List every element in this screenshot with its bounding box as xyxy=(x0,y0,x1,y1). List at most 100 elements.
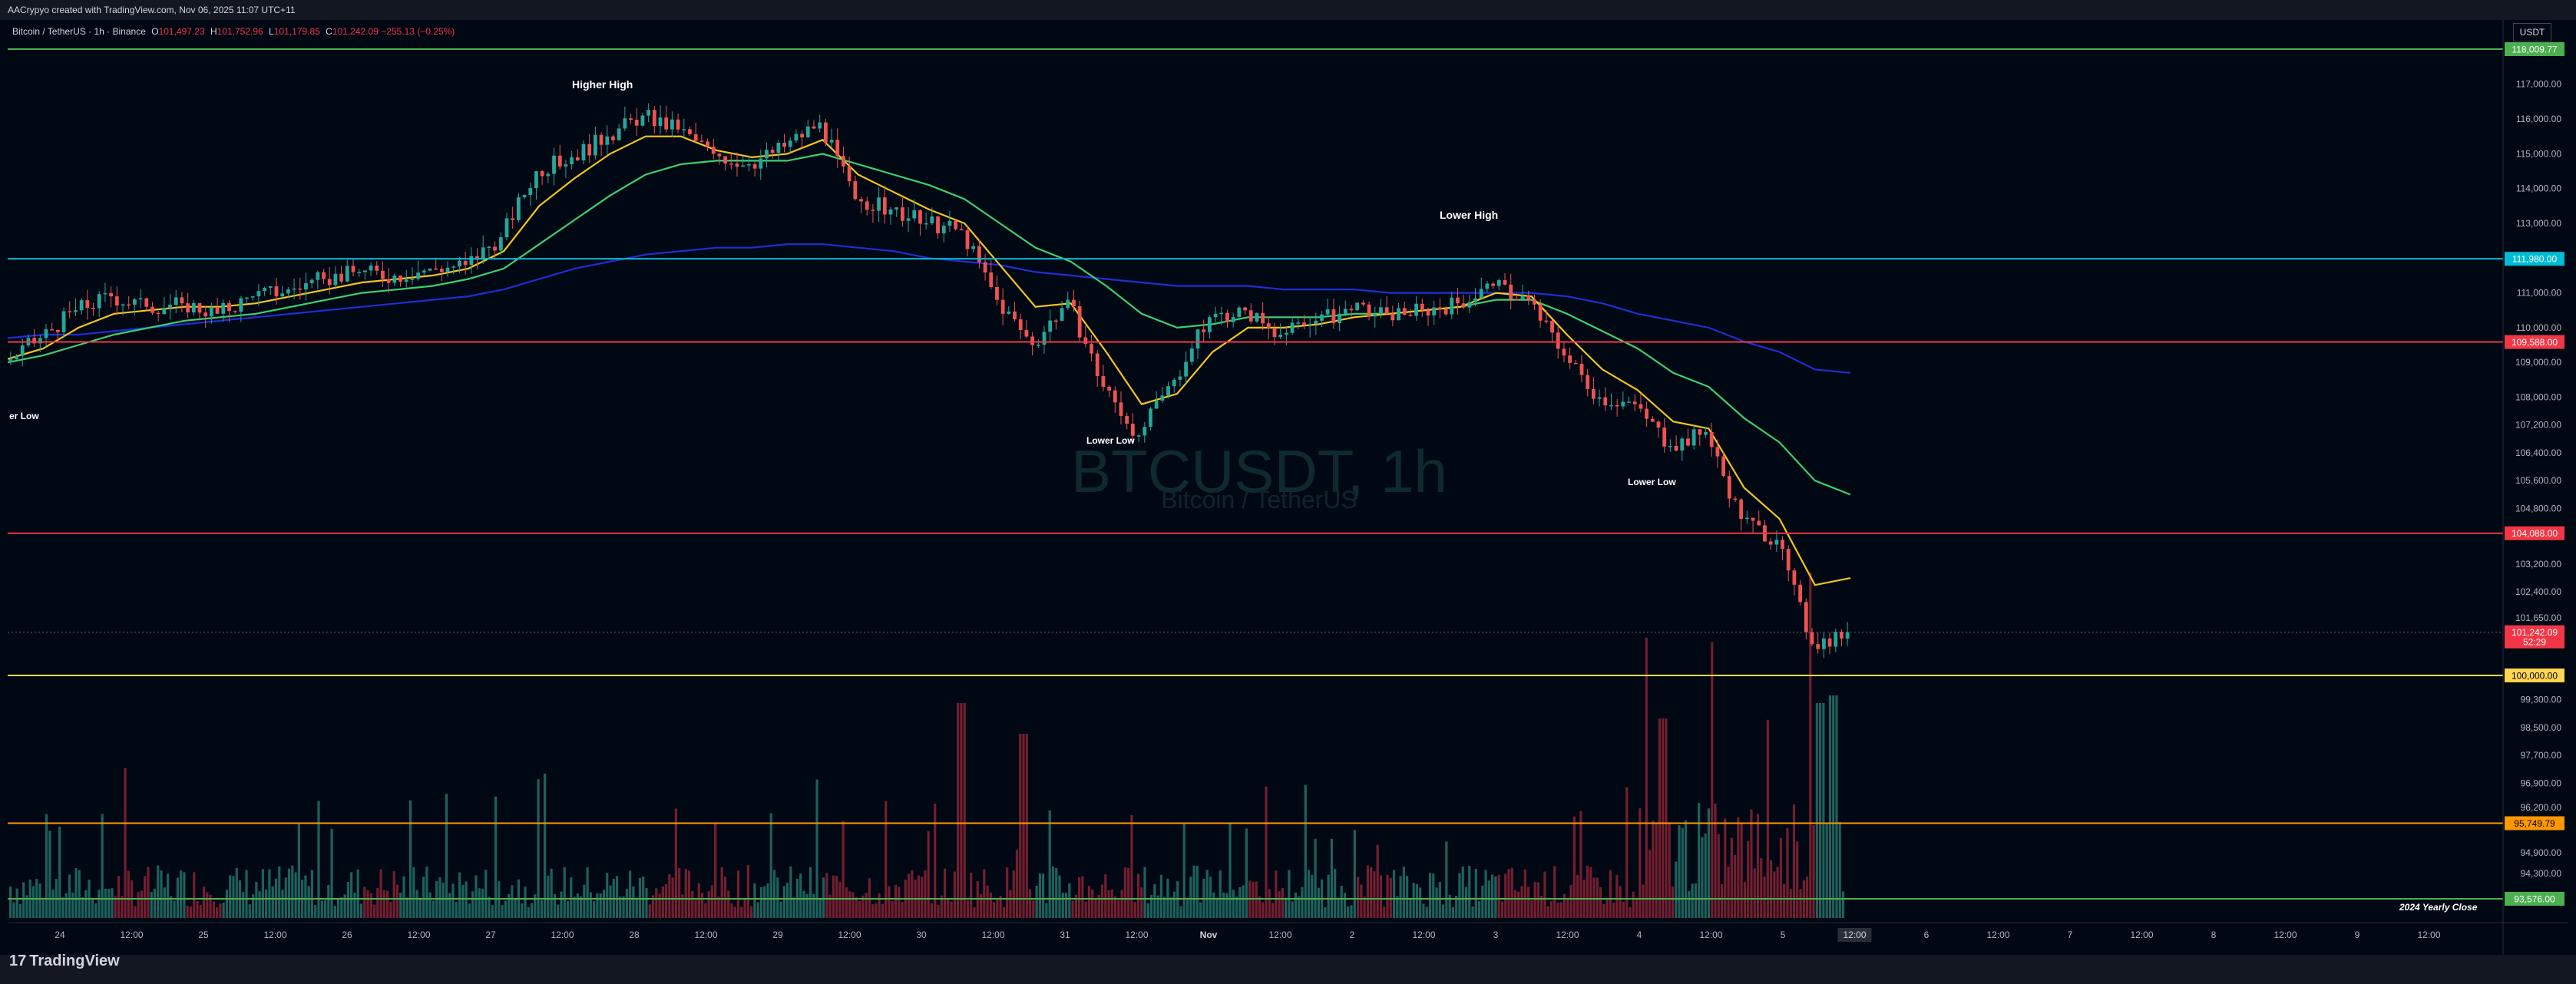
candle-body xyxy=(345,266,349,282)
candle-body xyxy=(640,115,645,126)
volume-bar xyxy=(481,888,484,918)
volume-bar xyxy=(232,876,235,918)
tradingview-logo[interactable]: 17 TradingView xyxy=(9,952,120,970)
volume-bar xyxy=(1510,867,1513,918)
candle-body xyxy=(1845,632,1850,639)
volume-bar xyxy=(511,885,514,918)
volume-bar xyxy=(1350,905,1353,918)
volume-bar xyxy=(1068,883,1071,918)
volume-bar xyxy=(970,873,973,918)
volume-bar xyxy=(61,897,64,918)
candle-body xyxy=(1768,541,1773,545)
volume-bar xyxy=(343,894,346,918)
volume-bar xyxy=(792,897,795,918)
candle-body xyxy=(304,282,308,290)
volume-bar xyxy=(1278,890,1281,918)
volume-bar xyxy=(1717,834,1720,918)
volume-bar xyxy=(1258,896,1262,918)
volume-bar xyxy=(392,871,395,918)
candle-body xyxy=(475,256,479,260)
volume-bar xyxy=(494,796,498,918)
candle-body xyxy=(1615,404,1619,407)
currency-button[interactable]: USDT xyxy=(2513,23,2551,41)
volume-bar xyxy=(1605,899,1609,918)
volume-bar xyxy=(425,866,428,918)
volume-bar xyxy=(1619,886,1622,918)
volume-bar xyxy=(484,870,488,918)
volume-bar xyxy=(1317,887,1320,918)
candle-body xyxy=(706,141,709,147)
candle-body xyxy=(959,229,964,231)
volume-bar xyxy=(432,900,435,918)
volume-bar xyxy=(557,904,560,918)
volume-bar xyxy=(1235,896,1238,918)
volume-bar xyxy=(1612,903,1615,918)
candle-body xyxy=(717,154,722,157)
volume-bar xyxy=(537,779,540,918)
candle-body xyxy=(1674,445,1678,451)
candle-body xyxy=(1278,334,1283,338)
volume-bar xyxy=(1149,895,1153,918)
volume-bar xyxy=(1185,900,1189,918)
volume-bar xyxy=(84,890,88,918)
volume-bar xyxy=(822,877,825,918)
volume-bar xyxy=(1737,817,1740,918)
candle-body xyxy=(428,268,432,271)
volume-bar xyxy=(891,900,894,918)
candle-body xyxy=(847,166,852,182)
time-axis-label: 4 xyxy=(1637,930,1642,940)
level-price-tag xyxy=(2505,816,2564,830)
volume-bar xyxy=(1415,883,1419,918)
volume-bar xyxy=(759,887,763,918)
candle-body xyxy=(333,273,338,286)
candle-body xyxy=(263,288,267,292)
price-axis-tick: 103,200.00 xyxy=(2515,559,2561,570)
candle-body xyxy=(1231,316,1235,322)
volume-bar xyxy=(1189,877,1192,918)
candle-body xyxy=(1798,584,1803,603)
candle-body xyxy=(1556,332,1560,349)
volume-bar xyxy=(353,893,356,918)
candle-body xyxy=(186,303,190,313)
candle-body xyxy=(138,298,143,300)
volume-bar xyxy=(1110,889,1113,918)
level-price-label: 118,009.77 xyxy=(2512,45,2557,55)
volume-bar xyxy=(461,884,465,918)
volume-bar xyxy=(901,902,904,918)
volume-bar xyxy=(1195,866,1199,918)
volume-bar xyxy=(1825,823,1828,918)
volume-bar xyxy=(1642,884,1645,918)
volume-bar xyxy=(1192,865,1195,918)
volume-bar xyxy=(199,905,202,918)
candle-body xyxy=(1704,431,1708,435)
volume-bar xyxy=(323,900,327,918)
candle-body xyxy=(688,129,692,134)
volume-bar xyxy=(832,875,835,918)
volume-bar xyxy=(408,800,412,918)
volume-bar xyxy=(1012,870,1015,918)
volume-bar xyxy=(858,900,861,918)
volume-bar xyxy=(1822,703,1825,918)
volume-bar xyxy=(340,897,343,918)
price-axis-tick: 113,000.00 xyxy=(2516,218,2561,229)
volume-bar xyxy=(599,893,602,918)
time-axis-label: 5 xyxy=(1781,930,1786,940)
volume-bar xyxy=(1740,823,1743,918)
candle-body xyxy=(1810,632,1814,645)
volume-bar xyxy=(1242,885,1245,918)
volume-bar xyxy=(1285,897,1288,918)
volume-bar xyxy=(304,875,307,918)
volume-bar xyxy=(382,890,385,918)
volume-bar xyxy=(1553,866,1556,918)
volume-bar xyxy=(1549,901,1553,918)
candle-body xyxy=(174,297,178,305)
volume-bar xyxy=(294,872,297,918)
volume-bar xyxy=(619,896,622,918)
candle-body xyxy=(871,210,875,211)
volume-bar xyxy=(268,869,271,918)
volume-bar xyxy=(720,867,723,918)
candle-body xyxy=(1786,549,1791,571)
candle-body xyxy=(1586,375,1590,389)
top-bar: AACrypyo created with TradingView.com, N… xyxy=(0,0,2576,20)
